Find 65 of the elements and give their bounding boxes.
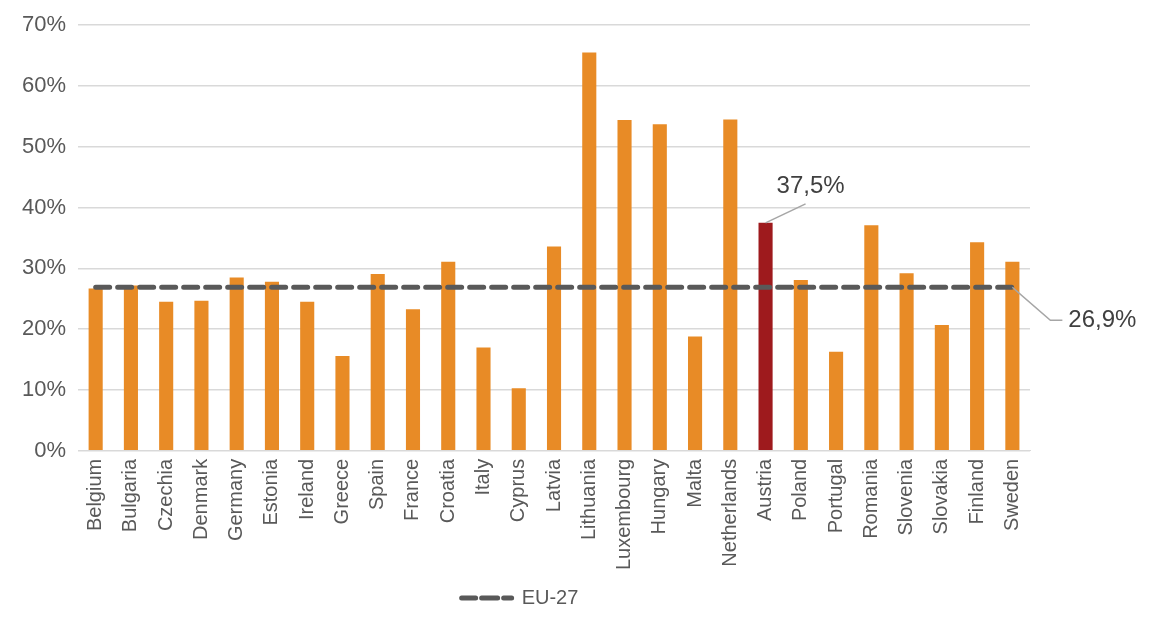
- bar: [300, 301, 315, 451]
- bar: [123, 285, 138, 451]
- x-tick-label: Greece: [329, 458, 352, 525]
- x-tick-label: France: [400, 458, 423, 522]
- y-tick-label: 60%: [21, 72, 67, 98]
- y-tick-label: 50%: [21, 132, 67, 158]
- y-tick-label: 10%: [21, 376, 67, 402]
- x-tick-label: Lithuania: [576, 457, 599, 541]
- x-tick-label: Belgium: [83, 458, 106, 532]
- y-tick-label: 30%: [21, 254, 67, 280]
- x-tick-label: Malta: [682, 457, 705, 508]
- x-tick-label: Czechia: [153, 457, 176, 532]
- bar: [864, 225, 879, 451]
- x-tick-label: Luxembourg: [612, 458, 635, 571]
- x-tick-label: Hungary: [647, 458, 670, 535]
- x-tick-label: Austria: [753, 457, 776, 522]
- legend-label: EU-27: [521, 585, 579, 608]
- bar: [511, 388, 526, 451]
- data-label: 37,5%: [776, 171, 845, 199]
- x-tick-label: Poland: [788, 458, 811, 522]
- x-tick-label: Slovenia: [894, 457, 917, 536]
- bar: [264, 281, 279, 451]
- x-tick-label: Romania: [858, 457, 881, 539]
- bar: [370, 273, 385, 451]
- bar: [159, 301, 174, 451]
- y-tick-label: 70%: [21, 11, 67, 37]
- x-tick-label: Bulgaria: [118, 457, 141, 533]
- bar: [476, 347, 491, 451]
- bar: [229, 277, 244, 451]
- x-tick-label: Ireland: [294, 458, 317, 520]
- bar: [405, 309, 421, 451]
- bar: [970, 242, 985, 451]
- x-tick-label: Netherlands: [717, 458, 740, 567]
- bar: [335, 355, 350, 451]
- bar: [652, 124, 667, 451]
- x-tick-label: Latvia: [541, 457, 564, 513]
- x-tick-label: Sweden: [999, 458, 1022, 532]
- x-tick-label: Denmark: [188, 457, 211, 540]
- y-tick-label: 40%: [21, 193, 67, 219]
- bar: [546, 246, 562, 451]
- y-tick-label: 20%: [21, 315, 67, 341]
- x-tick-label: Estonia: [259, 457, 282, 526]
- bar: [723, 119, 738, 451]
- bar: [758, 222, 773, 451]
- bar: [88, 288, 103, 451]
- x-tick-label: Italy: [471, 458, 494, 496]
- x-tick-label: Finland: [964, 458, 987, 525]
- bar: [194, 300, 209, 451]
- bar: [441, 261, 456, 451]
- x-tick-label: Portugal: [823, 458, 846, 534]
- bar: [899, 273, 914, 451]
- bar: [793, 279, 808, 451]
- x-tick-label: Slovakia: [929, 457, 952, 535]
- annotation: 26,9%: [1068, 304, 1137, 332]
- bar: [582, 52, 597, 451]
- bar: [688, 336, 703, 451]
- x-tick-label: Germany: [224, 458, 247, 542]
- x-tick-label: Croatia: [435, 457, 458, 524]
- bar: [829, 351, 844, 451]
- x-tick-label: Spain: [365, 458, 388, 510]
- y-tick-label: 0%: [34, 436, 67, 462]
- bar: [617, 120, 632, 451]
- bar: [934, 324, 949, 451]
- bar: [1005, 261, 1020, 451]
- x-tick-label: Cyprus: [506, 458, 529, 523]
